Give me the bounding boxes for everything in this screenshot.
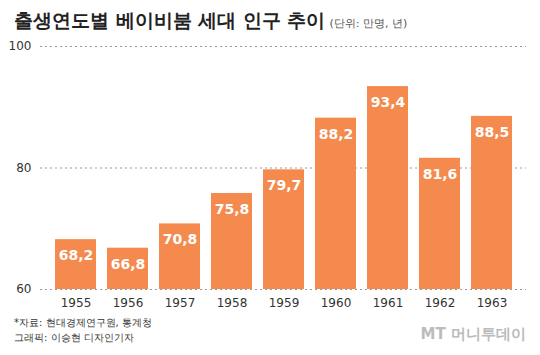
html-text:출생연도별 베이비붐 세대 인구 추이 (단위: 만명, 년: 출생연도별 베이비붐 세대 인구 추이 (단위: 만명, 년) bbox=[14, 9, 408, 31]
svg-text:60: 60 bbox=[16, 282, 31, 296]
html-text:MT 머니투데이: MT 머니투데이 bbox=[420, 325, 526, 343]
svg-text:1956: 1956 bbox=[113, 296, 144, 310]
svg-text:1960: 1960 bbox=[321, 296, 352, 310]
svg-text:80: 80 bbox=[16, 161, 31, 175]
svg-text:68,2: 68,2 bbox=[59, 247, 94, 263]
svg-text:1961: 1961 bbox=[373, 296, 404, 310]
svg-text:75,8: 75,8 bbox=[215, 201, 250, 217]
svg-text:93,4: 93,4 bbox=[371, 94, 406, 110]
svg-text:1957: 1957 bbox=[165, 296, 196, 310]
svg-text:70,8: 70,8 bbox=[163, 231, 198, 247]
html-text:*자료: 현대경제연구원, 통계청: *자료: 현대경제연구원, 통계청 bbox=[14, 317, 152, 328]
svg-text:66,8: 66,8 bbox=[111, 256, 146, 272]
svg-text:1962: 1962 bbox=[425, 296, 456, 310]
svg-text:88,5: 88,5 bbox=[475, 124, 510, 140]
html-text:그래픽: 이승현 디자인기자: 그래픽: 이승현 디자인기자 bbox=[14, 332, 134, 343]
svg-text:79,7: 79,7 bbox=[267, 177, 302, 193]
svg-text:100: 100 bbox=[9, 39, 32, 53]
svg-text:81,6: 81,6 bbox=[423, 166, 458, 182]
svg-text:1958: 1958 bbox=[217, 296, 248, 310]
svg-text:1959: 1959 bbox=[269, 296, 300, 310]
svg-text:1955: 1955 bbox=[61, 296, 92, 310]
svg-text:88,2: 88,2 bbox=[319, 126, 354, 142]
svg-text:1963: 1963 bbox=[477, 296, 508, 310]
